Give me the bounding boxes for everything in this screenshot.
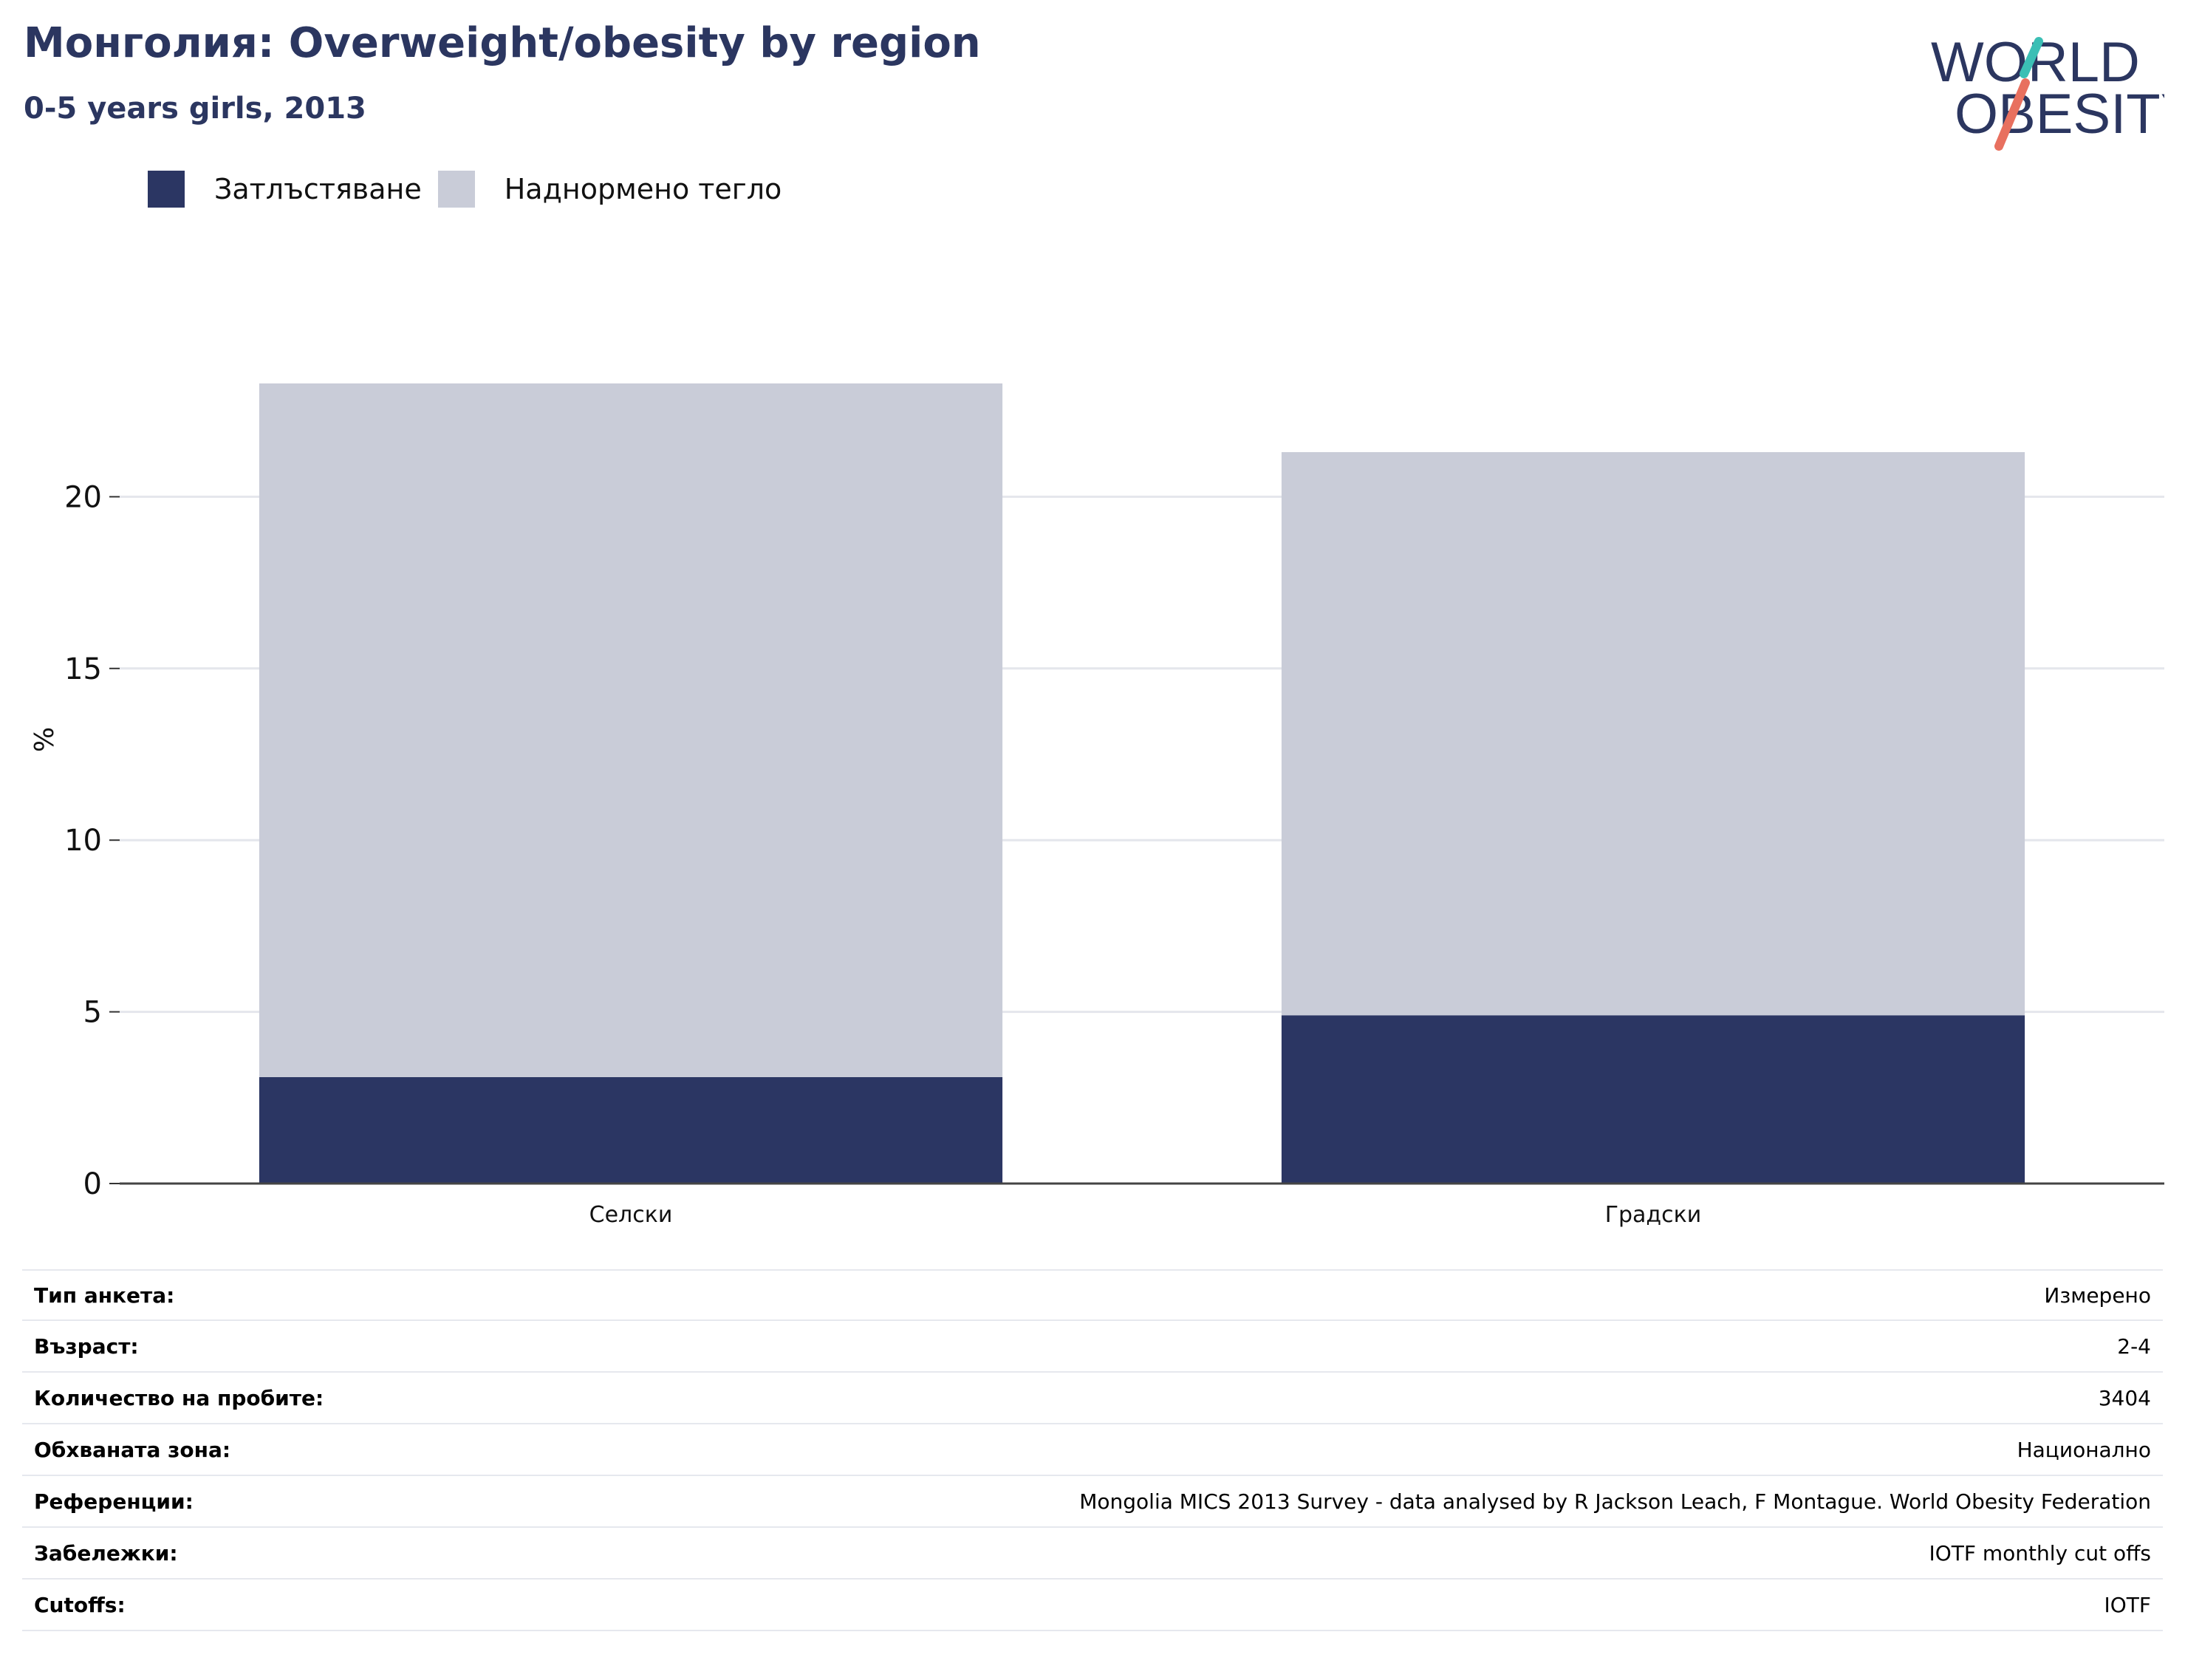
chart-legend: Затлъстяване Наднормено тегло bbox=[148, 168, 798, 210]
bar-overweight-2 bbox=[1281, 451, 2025, 1016]
y-tick-label: 15 bbox=[64, 652, 102, 686]
info-value: 3404 bbox=[2098, 1385, 2151, 1410]
info-key: Референции: bbox=[34, 1489, 194, 1514]
logo-slash-top bbox=[2020, 37, 2043, 78]
info-row-survey-type: Тип анкета: Измерено bbox=[22, 1269, 2163, 1321]
info-key: Възраст: bbox=[34, 1334, 139, 1359]
y-tick-label: 20 bbox=[64, 480, 102, 514]
info-key: Забележки: bbox=[34, 1540, 178, 1565]
logo-text-obesity: OBESITY bbox=[1955, 83, 2164, 146]
legend-swatch-overweight bbox=[437, 171, 475, 208]
x-tick-label: Селски bbox=[589, 1202, 673, 1228]
info-key: Тип анкета: bbox=[34, 1283, 175, 1308]
info-key: Cutoffs: bbox=[34, 1592, 126, 1617]
info-value: 2-4 bbox=[2117, 1334, 2151, 1359]
info-value: Mongolia MICS 2013 Survey - data analyse… bbox=[1079, 1489, 2151, 1514]
bar-obesity-2 bbox=[1281, 1015, 2025, 1184]
logo-slash-bottom bbox=[1994, 78, 2030, 151]
legend-label-overweight: Наднормено тегло bbox=[504, 173, 782, 205]
x-tick-label: Градски bbox=[1605, 1202, 1702, 1228]
legend-item-obesity[interactable]: Затлъстяване bbox=[148, 171, 422, 208]
info-row-references: Референции: Mongolia MICS 2013 Survey - … bbox=[22, 1476, 2163, 1528]
info-row-notes: Забележки: IOTF monthly cut offs bbox=[22, 1528, 2163, 1580]
info-value: Национално bbox=[2017, 1437, 2151, 1462]
world-obesity-logo: WORLD OBESITY bbox=[1931, 31, 2164, 151]
stacked-bar-chart: 0 5 10 15 20% Селски Градски bbox=[30, 383, 2164, 1228]
info-row-sample-size: Количество на пробите: 3404 bbox=[22, 1373, 2163, 1424]
info-row-cutoffs: Cutoffs: IOTF bbox=[22, 1580, 2163, 1631]
info-row-age: Възраст: 2-4 bbox=[22, 1321, 2163, 1373]
info-key: Обхваната зона: bbox=[34, 1437, 231, 1462]
y-tick-label: 5 bbox=[83, 996, 102, 1030]
survey-info-table: Тип анкета: Измерено Възраст: 2-4 Количе… bbox=[22, 1269, 2163, 1631]
info-key: Количество на пробите: bbox=[34, 1385, 324, 1410]
y-tick-label: 0 bbox=[83, 1167, 102, 1201]
legend-swatch-obesity bbox=[148, 171, 185, 208]
info-value: IOTF monthly cut offs bbox=[1929, 1540, 2151, 1565]
legend-label-obesity: Затлъстяване bbox=[214, 173, 422, 205]
y-axis-label: % bbox=[30, 727, 60, 752]
y-tick-label: 10 bbox=[64, 824, 102, 858]
bar-overweight-1 bbox=[259, 383, 1003, 1077]
info-value: IOTF bbox=[2104, 1592, 2151, 1617]
info-row-coverage: Обхваната зона: Национално bbox=[22, 1424, 2163, 1476]
page-title: Монголия: Overweight/obesity by region bbox=[24, 19, 981, 67]
page-subtitle: 0-5 years girls, 2013 bbox=[24, 92, 366, 126]
bar-obesity-1 bbox=[259, 1076, 1003, 1184]
legend-item-overweight[interactable]: Наднормено тегло bbox=[437, 171, 782, 208]
info-value: Измерено bbox=[2044, 1283, 2151, 1308]
